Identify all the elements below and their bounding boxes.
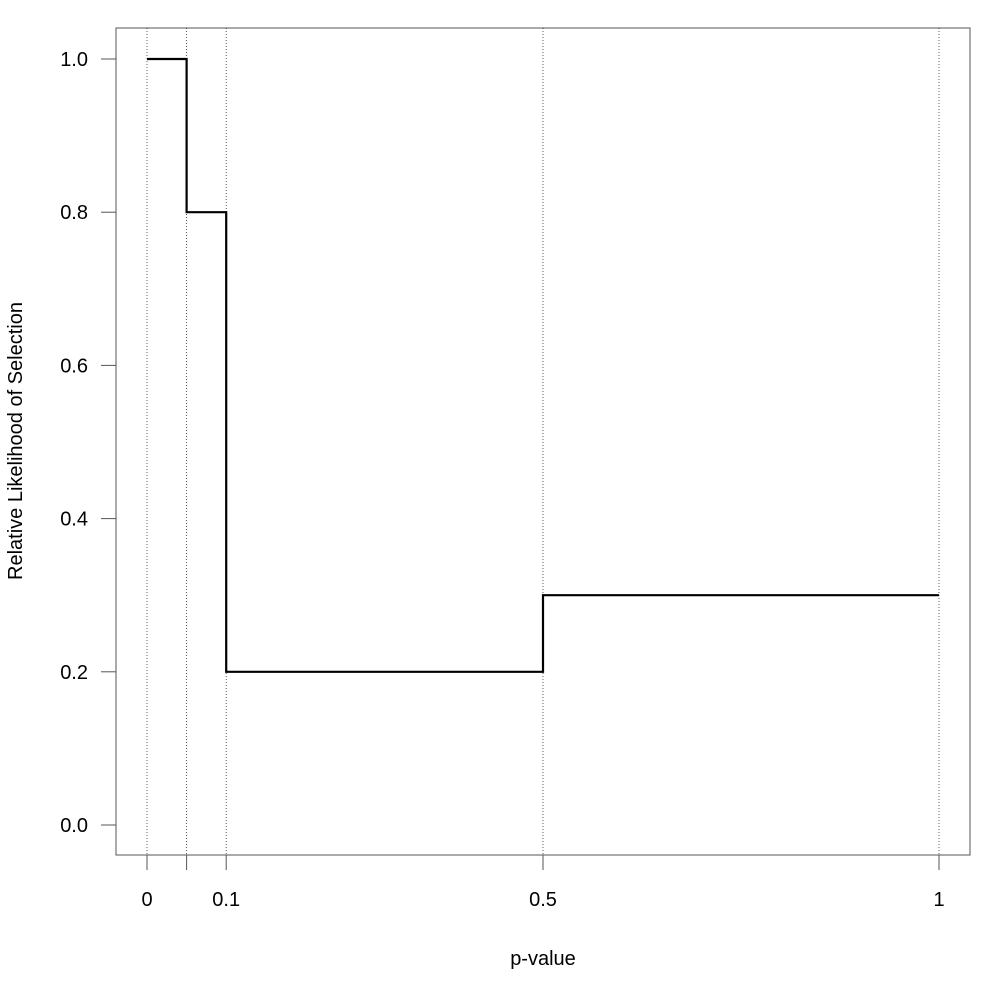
x-axis: 0 0.1 0.5 1 bbox=[141, 854, 945, 911]
x-tick-label: 1 bbox=[933, 889, 944, 911]
grid-lines bbox=[146, 28, 940, 855]
y-axis-label: Relative Likelihood of Selection bbox=[5, 302, 27, 580]
y-tick-label: 0.0 bbox=[60, 815, 88, 837]
y-tick-label: 0.6 bbox=[60, 355, 88, 377]
step-series bbox=[147, 57, 939, 673]
y-axis: 0.0 0.2 0.4 0.6 0.8 1.0 bbox=[60, 49, 117, 837]
x-tick-label: 0.5 bbox=[529, 889, 557, 911]
x-tick-label: 0 bbox=[141, 889, 152, 911]
step-line bbox=[147, 57, 939, 673]
y-tick-label: 0.4 bbox=[60, 509, 88, 531]
y-tick-label: 0.8 bbox=[60, 202, 88, 224]
y-tick-label: 0.2 bbox=[60, 662, 88, 684]
y-tick-label: 1.0 bbox=[60, 49, 88, 71]
x-axis-label: p-value bbox=[510, 948, 576, 970]
x-tick-label: 0.1 bbox=[212, 889, 240, 911]
